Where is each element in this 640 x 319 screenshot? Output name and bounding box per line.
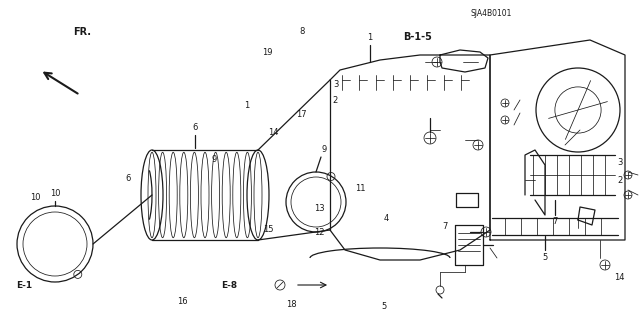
Text: 14: 14 bbox=[614, 273, 625, 282]
Text: 17: 17 bbox=[296, 110, 307, 119]
Text: FR.: FR. bbox=[74, 27, 92, 37]
Text: 15: 15 bbox=[264, 225, 274, 234]
Text: 10: 10 bbox=[50, 189, 60, 198]
Text: 1: 1 bbox=[367, 33, 372, 42]
Text: 9: 9 bbox=[321, 145, 326, 154]
Text: 8: 8 bbox=[299, 27, 304, 36]
Text: 2: 2 bbox=[333, 96, 338, 105]
Text: 4: 4 bbox=[384, 214, 389, 223]
Text: E-1: E-1 bbox=[16, 281, 32, 290]
Text: 11: 11 bbox=[355, 184, 365, 193]
Text: B-1-5: B-1-5 bbox=[403, 32, 432, 42]
Text: 16: 16 bbox=[177, 297, 188, 306]
Text: E-8: E-8 bbox=[221, 281, 237, 290]
Text: 14: 14 bbox=[268, 128, 278, 137]
Text: 3: 3 bbox=[333, 80, 338, 89]
Text: 5: 5 bbox=[381, 302, 387, 311]
Text: 7: 7 bbox=[552, 218, 557, 226]
Text: 7: 7 bbox=[442, 222, 447, 231]
Text: 19: 19 bbox=[262, 48, 273, 57]
Text: SJA4B0101: SJA4B0101 bbox=[470, 9, 512, 18]
Text: 5: 5 bbox=[542, 254, 548, 263]
Text: 13: 13 bbox=[314, 204, 324, 213]
Text: 12: 12 bbox=[314, 228, 324, 237]
Text: 3: 3 bbox=[618, 158, 623, 167]
Text: 6: 6 bbox=[125, 174, 131, 183]
Text: 2: 2 bbox=[618, 176, 623, 185]
Text: 18: 18 bbox=[286, 300, 296, 309]
Text: 10: 10 bbox=[30, 193, 40, 202]
Text: 9: 9 bbox=[212, 155, 217, 164]
Text: 6: 6 bbox=[192, 123, 198, 132]
Text: 1: 1 bbox=[244, 101, 249, 110]
